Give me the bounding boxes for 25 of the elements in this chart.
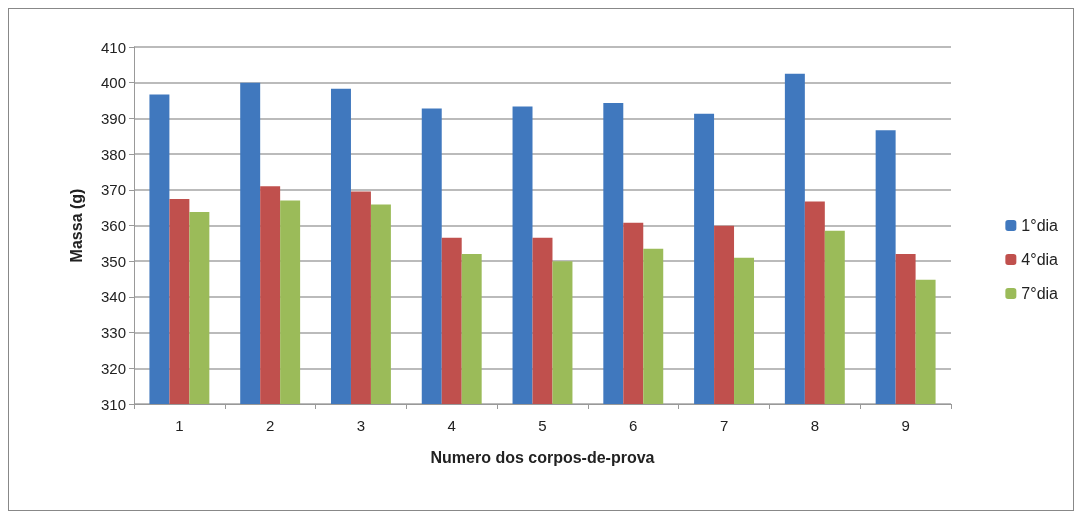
x-tick-label: 2 bbox=[265, 417, 275, 434]
legend-label: 1°dia bbox=[1021, 217, 1059, 234]
x-tick-label: 7 bbox=[719, 417, 729, 434]
x-tick-label: 5 bbox=[538, 417, 547, 434]
y-tick-label: 400 bbox=[100, 74, 126, 92]
y-tick-label: 390 bbox=[100, 109, 126, 127]
y-tick-label: 340 bbox=[100, 288, 126, 306]
y-tick-label: 310 bbox=[100, 395, 126, 413]
x-tick-label: 1 bbox=[175, 417, 184, 434]
legend-label: 7°dia bbox=[1021, 285, 1059, 302]
y-tick-label: 350 bbox=[100, 252, 126, 270]
x-tick-label: 6 bbox=[629, 417, 638, 434]
legend-label: 4°dia bbox=[1021, 251, 1059, 268]
x-tick-label: 4 bbox=[447, 417, 456, 434]
y-tick-label: 360 bbox=[100, 217, 126, 234]
y-axis-title: Massa (g) bbox=[67, 188, 85, 263]
x-tick-label: 8 bbox=[810, 417, 820, 434]
y-tick-label: 320 bbox=[100, 359, 126, 377]
x-tick-label: 9 bbox=[901, 417, 910, 434]
y-tick-label: 380 bbox=[100, 145, 126, 163]
x-axis-title: Numero dos corpos-de-prova bbox=[430, 448, 655, 466]
y-tick-label: 330 bbox=[100, 324, 126, 342]
y-tick-label: 370 bbox=[100, 181, 126, 199]
y-tick-label: 410 bbox=[100, 38, 126, 56]
x-tick-label: 3 bbox=[356, 417, 366, 434]
